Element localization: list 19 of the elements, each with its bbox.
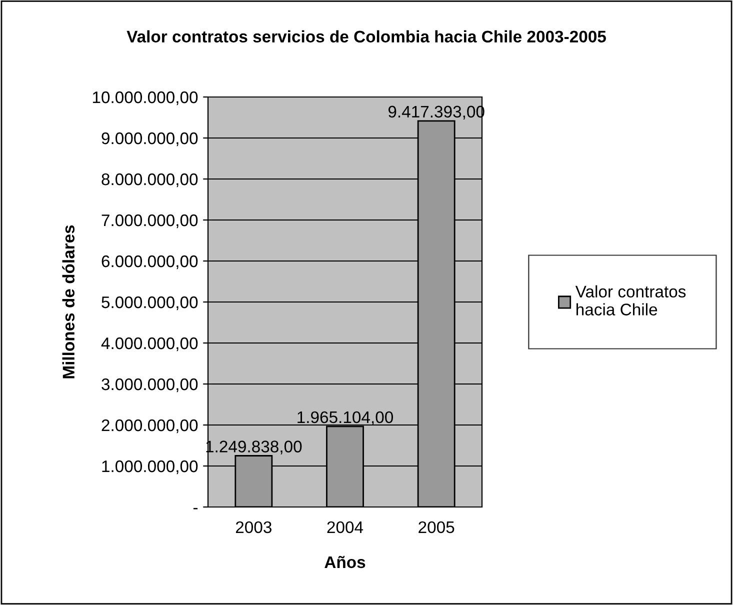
y-tick-label: -	[193, 508, 198, 510]
y-tick-label: 10.000.000,00	[92, 91, 198, 106]
y-tick-label: 2.000.000,00	[102, 419, 198, 434]
data-label: 1.965.104,00	[298, 411, 394, 426]
y-tick-label: 9.000.000,00	[102, 132, 198, 146]
y-tick-label: 7.000.000,00	[102, 214, 198, 228]
y-tick-label: 1.000.000,00	[102, 460, 198, 474]
x-tick-label: 2004	[327, 521, 364, 534]
y-tick-label: 8.000.000,00	[102, 173, 198, 188]
chart-title: Valor contratos servicios de Colombia hacia Chile 2003-2005	[126, 30, 606, 43]
y-tick-label: 6.000.000,00	[102, 255, 198, 270]
y-tick-label: 3.000.000,00	[102, 378, 198, 392]
y-tick-label: 4.000.000,00	[101, 337, 198, 352]
x-axis-title: Años	[324, 556, 366, 568]
x-tick-label: 2003	[236, 521, 272, 534]
legend-label: Valor contratos hacia Chile	[575, 285, 686, 316]
y-tick-label: 5.000.000,00	[102, 296, 198, 310]
y-axis-title: Millones de dólares	[62, 225, 75, 378]
x-tick-label: 2005	[418, 521, 454, 534]
